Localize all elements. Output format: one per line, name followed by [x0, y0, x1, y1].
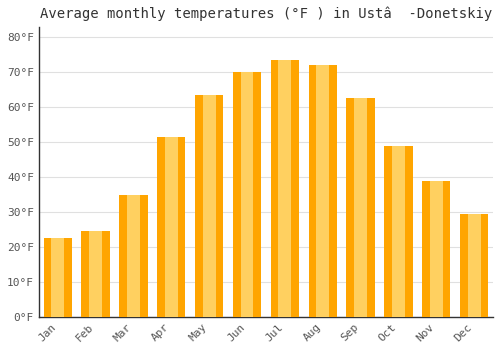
Bar — [119, 195, 148, 317]
Bar — [203, 95, 215, 317]
Bar — [52, 238, 64, 317]
Bar — [278, 60, 291, 317]
Bar — [308, 65, 337, 317]
Bar — [354, 98, 367, 317]
Bar — [430, 181, 442, 317]
Bar — [165, 137, 177, 317]
Bar — [240, 72, 254, 317]
Bar — [422, 181, 450, 317]
Bar — [157, 137, 186, 317]
Bar — [233, 72, 261, 317]
Bar — [82, 231, 110, 317]
Bar — [270, 60, 299, 317]
Bar — [44, 238, 72, 317]
Bar — [316, 65, 329, 317]
Title: Average monthly temperatures (°F ) in Ustâ  -Donetskiy: Average monthly temperatures (°F ) in Us… — [40, 7, 492, 21]
Bar — [468, 214, 480, 317]
Bar — [384, 146, 412, 317]
Bar — [392, 146, 405, 317]
Bar — [127, 195, 140, 317]
Bar — [346, 98, 375, 317]
Bar — [460, 214, 488, 317]
Bar — [195, 95, 224, 317]
Bar — [89, 231, 102, 317]
